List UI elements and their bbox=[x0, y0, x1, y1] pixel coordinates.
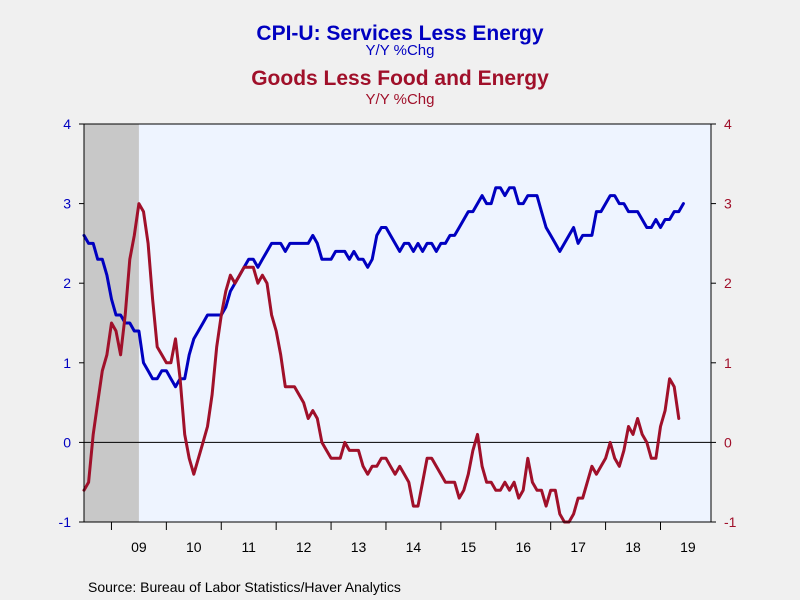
left-y-axis: -1 0 1 2 3 4 bbox=[59, 116, 84, 530]
x-tick-label: 10 bbox=[186, 539, 202, 555]
x-tick-label: 11 bbox=[241, 539, 256, 555]
left-y-tick-label: -1 bbox=[59, 514, 72, 530]
x-tick-label: 17 bbox=[570, 539, 586, 555]
goods-less-food-energy-line bbox=[82, 202, 681, 524]
x-tick-label: 16 bbox=[515, 539, 531, 555]
source-note: Source: Bureau of Labor Statistics/Haver… bbox=[88, 579, 401, 595]
services-less-energy-line bbox=[82, 186, 685, 389]
right-y-tick-label: -1 bbox=[724, 514, 737, 530]
left-y-tick-label: 1 bbox=[63, 355, 71, 371]
right-y-tick-label: 0 bbox=[724, 434, 732, 450]
left-y-tick-label: 0 bbox=[63, 434, 71, 450]
chart-title-2: Y/Y %Chg bbox=[366, 42, 435, 59]
x-tick-label: 14 bbox=[406, 539, 422, 555]
x-tick-label: 19 bbox=[680, 539, 696, 555]
x-tick-label: 12 bbox=[296, 539, 312, 555]
x-tick-label: 09 bbox=[131, 539, 147, 555]
right-y-tick-label: 1 bbox=[724, 355, 732, 371]
series-lines bbox=[82, 186, 685, 524]
plot-frame bbox=[83, 123, 712, 523]
right-y-axis: -1 0 1 2 3 4 bbox=[711, 116, 737, 530]
x-tick-label: 18 bbox=[625, 539, 641, 555]
right-y-tick-label: 4 bbox=[724, 116, 732, 132]
chart-title-1: CPI-U: Services Less Energy bbox=[256, 22, 543, 45]
left-y-tick-label: 2 bbox=[63, 275, 71, 291]
x-tick-label: 13 bbox=[351, 539, 367, 555]
right-y-tick-label: 2 bbox=[724, 275, 732, 291]
left-y-tick-label: 3 bbox=[63, 196, 71, 212]
chart-title-4: Y/Y %Chg bbox=[366, 91, 435, 108]
x-tick-label: 15 bbox=[461, 539, 477, 555]
right-y-tick-label: 3 bbox=[724, 196, 732, 212]
left-y-tick-label: 4 bbox=[63, 116, 71, 132]
chart-title-3: Goods Less Food and Energy bbox=[251, 67, 549, 90]
x-axis: 09 10 11 12 13 14 15 16 17 18 19 bbox=[110, 522, 696, 555]
